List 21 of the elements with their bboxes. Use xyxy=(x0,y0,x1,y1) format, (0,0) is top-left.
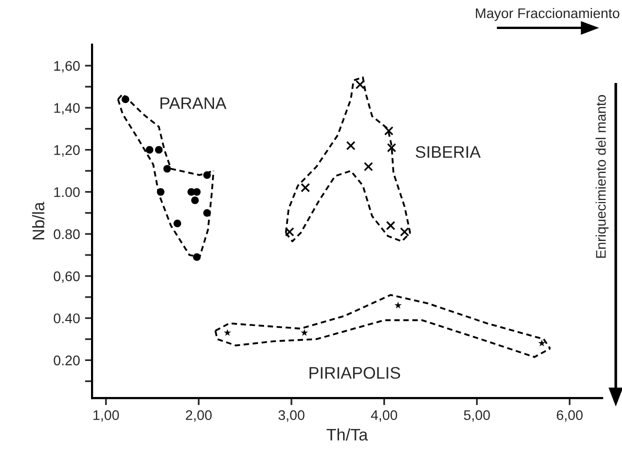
y-tick-label: 0.20 xyxy=(54,356,80,366)
y-tick-label: 1,60 xyxy=(54,61,80,72)
y-axis-title: Nb/la xyxy=(32,202,44,240)
y-tick-label: 0,60 xyxy=(54,271,80,283)
y-tick-label: 1,40 xyxy=(54,103,80,115)
text: Mayor Fraccionamiento xyxy=(476,8,620,21)
x-tick-label: 5,00 xyxy=(464,410,490,422)
x-tick-label: 6,00 xyxy=(556,410,583,422)
x-axis-title: Th/Ta xyxy=(326,428,368,441)
annotation: PIRIAPOLIS xyxy=(310,366,400,379)
annotation: SIBERIA xyxy=(416,146,481,158)
y-tick-label: 0.80 xyxy=(54,229,80,240)
x-tick-label: 4,00 xyxy=(370,410,398,422)
y-tick-label: 1.00 xyxy=(54,187,80,198)
annotation: Enriquecimiento del manto xyxy=(596,95,609,258)
y-tick-label: 1,20 xyxy=(54,145,80,157)
x-tick-label: 1,00 xyxy=(94,410,119,422)
x-tick-label: 2,00 xyxy=(186,410,212,422)
y-tick-label: 0.40 xyxy=(54,313,80,324)
x-tick-label: 3,00 xyxy=(278,410,304,422)
annotation: PARANA xyxy=(160,97,226,109)
